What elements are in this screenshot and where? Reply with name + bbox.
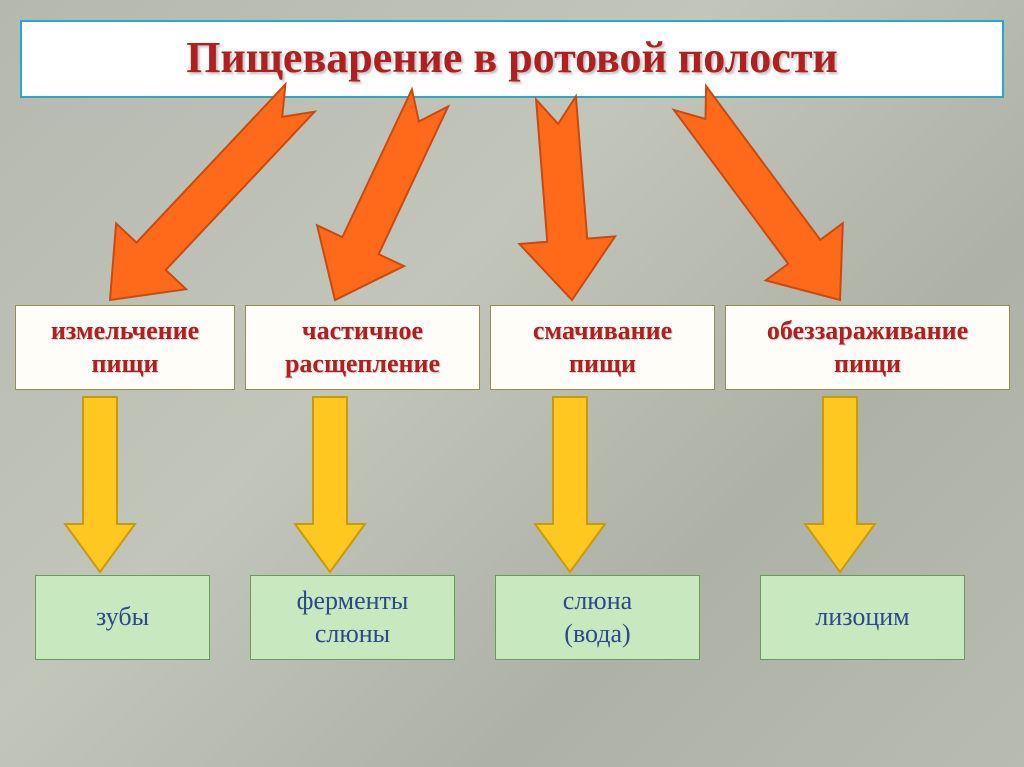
arrow-top-2 <box>275 78 490 340</box>
bottom-label: ферменты слюны <box>297 585 409 650</box>
arrow-down-4 <box>803 395 877 574</box>
bottom-label: зубы <box>96 601 149 634</box>
bottom-box-2: ферменты слюны <box>250 575 455 660</box>
arrow-down-3 <box>533 395 607 574</box>
bottom-box-1: зубы <box>35 575 210 660</box>
bottom-label: лизоцим <box>815 601 909 634</box>
bottom-box-3: слюна (вода) <box>495 575 700 660</box>
arrow-top-4 <box>630 78 900 340</box>
title-text: Пищеварение в ротовой полости <box>186 33 838 82</box>
arrow-down-1 <box>63 395 137 574</box>
arrow-top-3 <box>496 78 632 340</box>
diagram-canvas: Пищеварение в ротовой полости измельчени… <box>0 0 1024 767</box>
arrow-down-2 <box>293 395 367 574</box>
bottom-label: слюна (вода) <box>563 585 632 650</box>
bottom-box-4: лизоцим <box>760 575 965 660</box>
